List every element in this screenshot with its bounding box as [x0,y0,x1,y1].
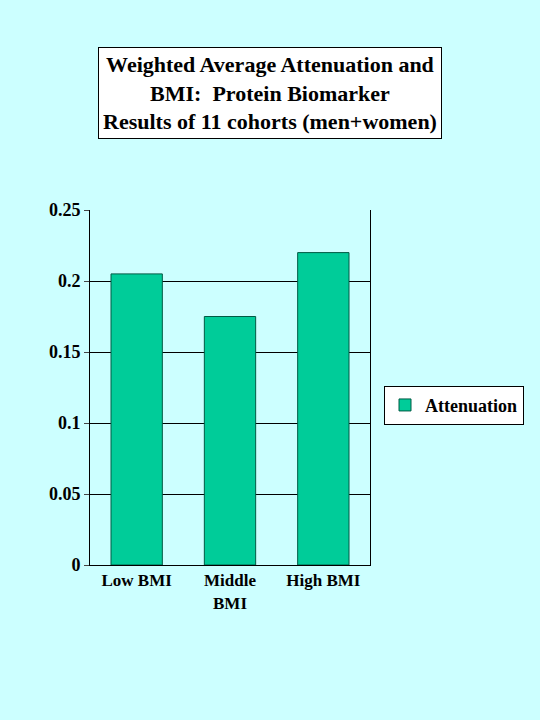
svg-text:0.1: 0.1 [58,413,81,433]
svg-text:0.25: 0.25 [49,200,81,220]
svg-text:Low BMI: Low BMI [101,571,172,590]
svg-text:Weighted Average Attenuation a: Weighted Average Attenuation andBMI: Pro… [103,52,437,134]
svg-text:Attenuation: Attenuation [425,396,517,416]
svg-text:High BMI: High BMI [286,571,361,590]
svg-text:0.15: 0.15 [49,342,81,362]
svg-text:0.2: 0.2 [58,271,81,291]
svg-text:0: 0 [71,555,80,575]
svg-text:MiddleBMI: MiddleBMI [204,571,256,612]
svg-text:0.05: 0.05 [49,484,81,504]
